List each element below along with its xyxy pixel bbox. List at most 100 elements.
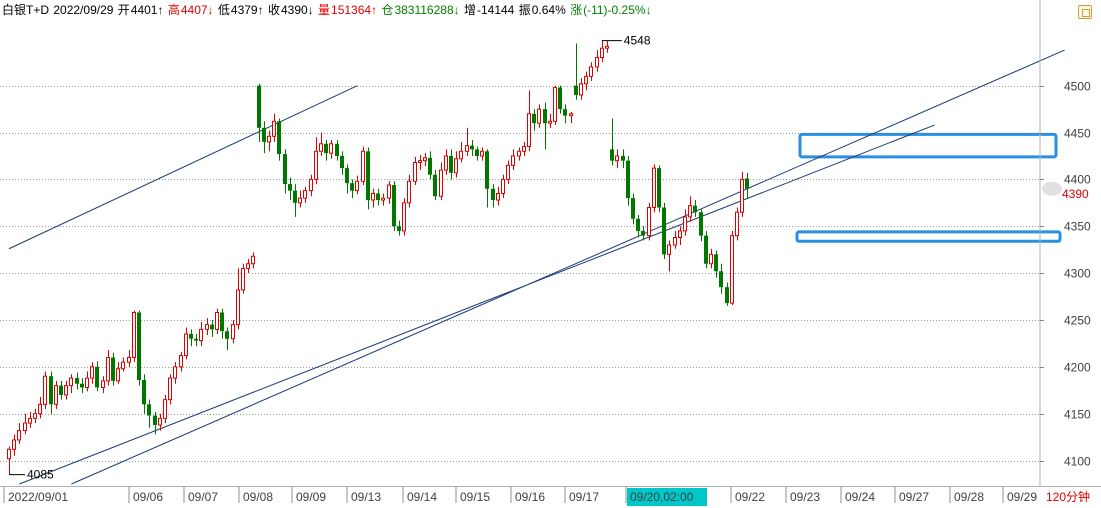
candle-body [288, 184, 292, 191]
candle-body [610, 149, 614, 161]
candle-body [511, 155, 515, 166]
candle-body [303, 190, 307, 199]
candle-body [454, 158, 458, 174]
candle-body [267, 135, 271, 143]
volume-label: 量 [318, 3, 331, 17]
candle-body [17, 430, 21, 441]
candle [475, 146, 479, 161]
candle [319, 132, 323, 156]
candle [657, 165, 661, 213]
candle [699, 209, 703, 242]
candle-body [366, 151, 370, 201]
candle [324, 140, 328, 161]
candle-body [371, 192, 375, 201]
candle [449, 149, 453, 180]
candle-body [584, 75, 588, 85]
candle [272, 113, 276, 142]
x-tick-label: 09/08 [243, 490, 273, 504]
candle [714, 250, 718, 278]
low-value: 4379↑ [230, 3, 264, 17]
candle-body [324, 143, 328, 154]
y-tick-label: 4150 [1064, 408, 1091, 422]
candle [168, 374, 172, 405]
candle [137, 310, 141, 386]
candle-body [95, 366, 99, 388]
candle-body [272, 120, 276, 137]
candle-body [236, 289, 240, 326]
candle [314, 137, 318, 185]
candle-body [678, 230, 682, 239]
oi-change-label: 增 [463, 3, 476, 17]
candle-body [631, 198, 635, 219]
candle [719, 263, 723, 294]
candle [361, 146, 365, 186]
candle-body [262, 127, 266, 142]
candle [496, 186, 500, 206]
candle-body [745, 178, 749, 189]
candle [246, 259, 250, 274]
candle-body [345, 168, 349, 184]
candle [413, 156, 417, 186]
candle [626, 155, 630, 206]
candle-body [641, 230, 645, 236]
candle-body [137, 312, 141, 380]
candle-body [465, 145, 469, 152]
candle [709, 248, 713, 269]
candle-body [636, 218, 640, 231]
candle-body [168, 377, 172, 401]
candle-body [449, 155, 453, 173]
high-value: 4407↓ [180, 3, 214, 17]
candle [80, 378, 84, 394]
candle [54, 380, 58, 410]
candle [636, 215, 640, 238]
candle-body [621, 155, 625, 161]
candle [194, 334, 198, 347]
candle-body [574, 85, 578, 96]
candle-body [553, 87, 557, 122]
open-label: 开 [117, 3, 130, 17]
candle [173, 362, 177, 384]
oi-change-value: -14144 [476, 3, 515, 17]
candle [184, 327, 188, 360]
close-value: 4390↓ [280, 3, 314, 17]
candle [537, 104, 541, 128]
candle-body [215, 311, 219, 330]
candle-body [142, 379, 146, 405]
candle [199, 321, 203, 347]
candle-body [277, 121, 281, 155]
candle-body [527, 113, 531, 148]
candle-body [740, 178, 744, 213]
candle-body [12, 439, 16, 450]
x-tick-label: 09/14 [407, 490, 437, 504]
x-tick-label: 09/13 [351, 490, 381, 504]
candle [43, 371, 47, 410]
candle-body [38, 403, 42, 415]
period-selector[interactable]: 120分钟 [1044, 488, 1093, 506]
candle [132, 310, 136, 363]
candle [90, 362, 94, 384]
candle-body [158, 417, 162, 426]
chart-settings-icon[interactable] [1078, 5, 1092, 19]
candle [345, 164, 349, 194]
candle-body [350, 183, 354, 191]
candle-body [558, 87, 562, 110]
candle-body [444, 155, 448, 171]
y-tick-label: 4400 [1064, 173, 1091, 187]
candle-body [194, 338, 198, 341]
candle [683, 209, 687, 236]
x-tick-label: 09/15 [460, 490, 490, 504]
candle-body [251, 255, 255, 265]
candle-body [688, 205, 692, 218]
candle [95, 361, 99, 392]
candle-body [657, 168, 661, 208]
candle [158, 413, 162, 431]
y-tick-label: 4500 [1064, 80, 1091, 94]
candle-body [298, 197, 302, 204]
candle [106, 349, 110, 386]
candle [605, 40, 609, 53]
candle-body [205, 324, 209, 330]
candle-body [293, 190, 297, 203]
candle [64, 380, 68, 400]
trendline [19, 124, 935, 485]
